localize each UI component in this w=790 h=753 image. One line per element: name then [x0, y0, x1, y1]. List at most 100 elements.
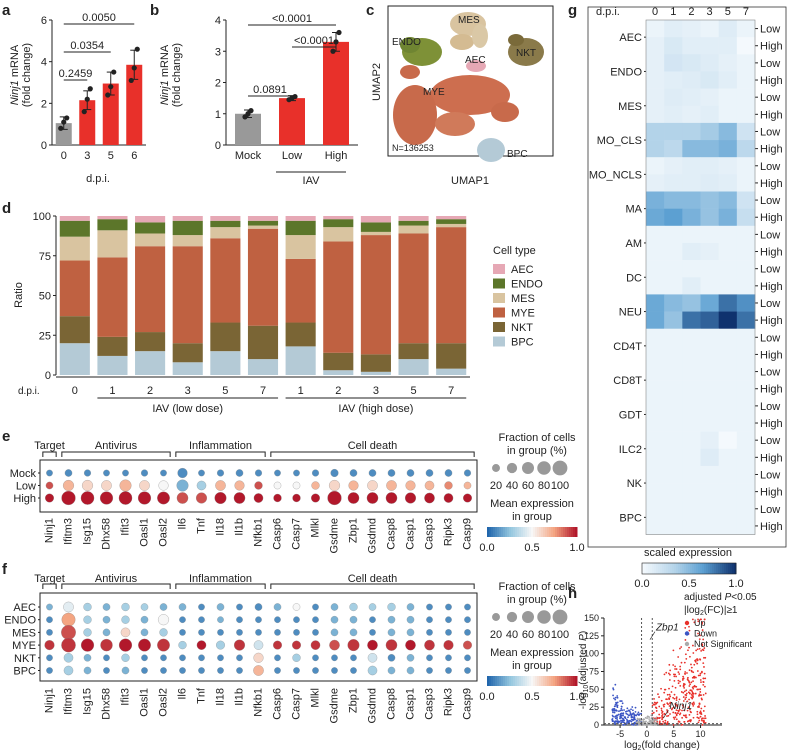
point-up [699, 691, 702, 693]
colorbar-segment [563, 676, 566, 686]
dot [100, 638, 113, 652]
colorbar-segment [533, 676, 536, 686]
point-down [627, 709, 630, 712]
colorbar-segment [493, 527, 496, 537]
data-point [108, 84, 114, 90]
heatmap-cell [664, 500, 683, 518]
stacked-segment-endo [285, 220, 316, 236]
heatmap-cell [700, 363, 719, 381]
point-down [633, 716, 636, 718]
dot [120, 627, 131, 638]
colorbar-tick-label: 1.0 [728, 578, 743, 590]
point-up [690, 669, 693, 672]
point-up [691, 686, 694, 689]
colorbar-segment [515, 527, 518, 537]
legend-swatch [493, 322, 505, 332]
dot [312, 469, 319, 477]
point-up [704, 677, 707, 680]
sublevel-label: Low [760, 92, 780, 104]
point-up [702, 649, 705, 652]
dot [347, 492, 360, 504]
p-value: <0.0001 [294, 35, 334, 47]
dot [349, 628, 358, 637]
heatmap-cell [646, 54, 665, 72]
dot [255, 629, 262, 636]
color-legend-title: in group [512, 660, 552, 672]
p-value: 0.0050 [82, 12, 116, 24]
point-up [672, 649, 675, 652]
colorbar-segment [648, 563, 651, 574]
point-up [679, 665, 682, 668]
heatmap-cell [664, 397, 683, 415]
gene-label: Il1b [234, 688, 246, 706]
heatmap-cell [682, 37, 701, 55]
point-up [672, 724, 675, 726]
gene-label: Dhx58 [101, 518, 113, 550]
dot [214, 492, 227, 504]
size-legend-dot [492, 464, 500, 472]
point-up [679, 647, 681, 650]
c-cluster-mye [393, 65, 519, 145]
colorbar-tick-label: 0.5 [524, 691, 539, 703]
point-up [701, 717, 704, 720]
colorbar-segment [545, 676, 548, 686]
heatmap-cell [646, 37, 665, 55]
point-up [703, 656, 705, 659]
point-up [702, 680, 705, 683]
heatmap-cell [664, 140, 683, 158]
point-up [694, 660, 697, 663]
dot [235, 469, 244, 477]
dot [159, 603, 168, 611]
data-point [64, 115, 70, 121]
x-tick-label: 6 [131, 150, 137, 162]
point-ns [639, 717, 641, 720]
heatmap-cell [664, 71, 683, 89]
colorbar-segment [563, 527, 566, 537]
dot [83, 654, 92, 662]
point-up [653, 698, 655, 700]
a-ylabel-line1: Ninj1 mRNA [9, 44, 21, 105]
dot [178, 640, 187, 650]
dot [236, 616, 243, 624]
stacked-segment-mes [323, 227, 354, 242]
point-up [701, 698, 703, 701]
point-down [627, 714, 630, 717]
point-up [671, 707, 674, 710]
data-point [87, 86, 93, 92]
y-tick-label: 25 [39, 330, 51, 342]
stacked-segment-bpc [285, 346, 316, 375]
point-up [672, 696, 674, 699]
heatmap-cell [664, 174, 683, 192]
colorbar-segment [503, 676, 506, 686]
dot [406, 654, 415, 662]
dot [233, 492, 246, 504]
heatmap-cell [736, 517, 756, 535]
stacked-segment-mes [97, 230, 128, 258]
point-down [618, 710, 620, 713]
point-up [654, 702, 657, 704]
a-ylabel-line2: (fold change) [21, 43, 33, 107]
dot [274, 654, 281, 662]
panel-label-c: c [366, 2, 374, 19]
colorbar-segment [555, 676, 558, 686]
row-label: ENDO [4, 615, 36, 627]
dot [217, 654, 224, 662]
dot [215, 480, 226, 491]
panel-g-frame [587, 6, 787, 548]
point-up [673, 693, 676, 696]
dot [445, 629, 452, 636]
heatmap-cell [736, 71, 756, 89]
dot [102, 615, 111, 624]
dot [312, 654, 319, 662]
row-label: MYE [12, 640, 36, 652]
point-down [622, 712, 625, 715]
stacked-segment-nkt [135, 332, 166, 352]
colorbar-segment [708, 563, 711, 574]
stacked-segment-nkt [285, 322, 316, 347]
dot [273, 481, 282, 490]
heatmap-cell [646, 431, 665, 450]
dot [349, 602, 358, 612]
colorbar-segment [716, 563, 719, 574]
